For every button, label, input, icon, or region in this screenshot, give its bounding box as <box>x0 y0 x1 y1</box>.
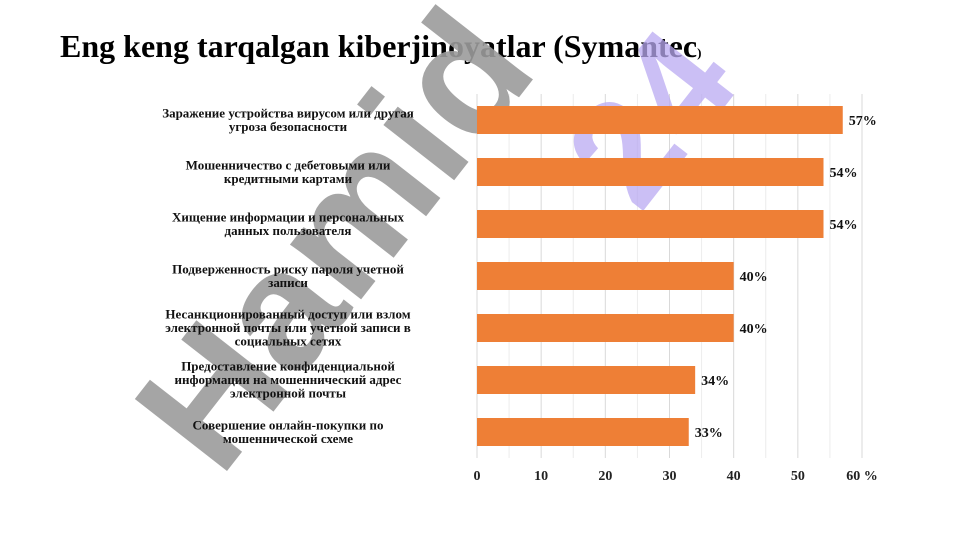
category-label-line: записи <box>268 275 308 290</box>
bar <box>477 418 689 446</box>
bar <box>477 106 843 134</box>
labels-layer: 0 10 20 30 40 50 60 % 57% Заражение устройства в… <box>162 105 878 484</box>
category-label-line: Подверженность риску пароля учетной <box>172 261 404 276</box>
category-label-line: Совершение онлайн-покупки по <box>193 417 384 432</box>
value-label: 57% <box>849 114 877 129</box>
grid-layer <box>476 94 863 458</box>
bar <box>477 366 696 394</box>
category-label-line: угроза безопасности <box>229 119 348 134</box>
category-label-line: Заражение устройства вирусом или другая <box>162 105 414 120</box>
x-tick-label: 20 <box>598 469 612 484</box>
category-label-line: Предоставление конфиденциальной <box>181 359 395 374</box>
value-label: 40% <box>740 270 768 285</box>
value-label: 34% <box>701 374 729 389</box>
category-label-line: информации на мошеннический адрес <box>175 372 402 387</box>
category-label-line: данных пользователя <box>225 223 352 238</box>
x-tick-label: 10 <box>534 469 548 484</box>
x-tick-label: 30 <box>663 469 677 484</box>
title-main: Eng keng tarqalgan kiberjinoyatlar (Syma… <box>60 28 698 64</box>
category-label: Хищение информации и персональных данных … <box>172 209 405 238</box>
category-label: Совершение онлайн-покупки по мошенническо… <box>193 417 384 446</box>
bars-layer <box>477 106 843 446</box>
title-close-paren: ) <box>697 45 702 60</box>
x-tick-label: 40 <box>727 469 741 484</box>
category-label-line: социальных сетях <box>235 334 342 349</box>
page-title: Eng keng tarqalgan kiberjinoyatlar (Syma… <box>60 28 701 65</box>
category-label: Мошенничество с дебетовыми или кредитными… <box>186 157 391 186</box>
bar <box>477 210 824 238</box>
category-label-line: кредитными картами <box>224 171 353 186</box>
x-tick-label: 0 <box>474 469 481 484</box>
value-label: 54% <box>830 166 858 181</box>
category-label: Заражение устройства вирусом или другая у… <box>162 105 414 134</box>
bar <box>477 314 734 342</box>
category-label-line: Несанкционированный доступ или взлом <box>165 307 410 322</box>
x-tick-label: 60 % <box>846 469 878 484</box>
category-label: Несанкционированный доступ или взлом элек… <box>165 307 411 349</box>
category-label-line: Мошенничество с дебетовыми или <box>186 157 391 172</box>
category-label-line: мошеннической схеме <box>223 431 353 446</box>
value-label: 54% <box>830 218 858 233</box>
bar <box>477 262 734 290</box>
x-tick-label: 50 <box>791 469 805 484</box>
category-label-line: электронной почты или учетной записи в <box>165 320 411 335</box>
value-label: 33% <box>695 426 723 441</box>
value-label: 40% <box>740 322 768 337</box>
category-label-line: Хищение информации и персональных <box>172 209 405 224</box>
category-label-line: электронной почты <box>230 386 346 401</box>
category-label: Подверженность риску пароля учетной запис… <box>172 261 404 290</box>
category-label: Предоставление конфиденциальной информаци… <box>175 359 402 401</box>
bar <box>477 158 824 186</box>
